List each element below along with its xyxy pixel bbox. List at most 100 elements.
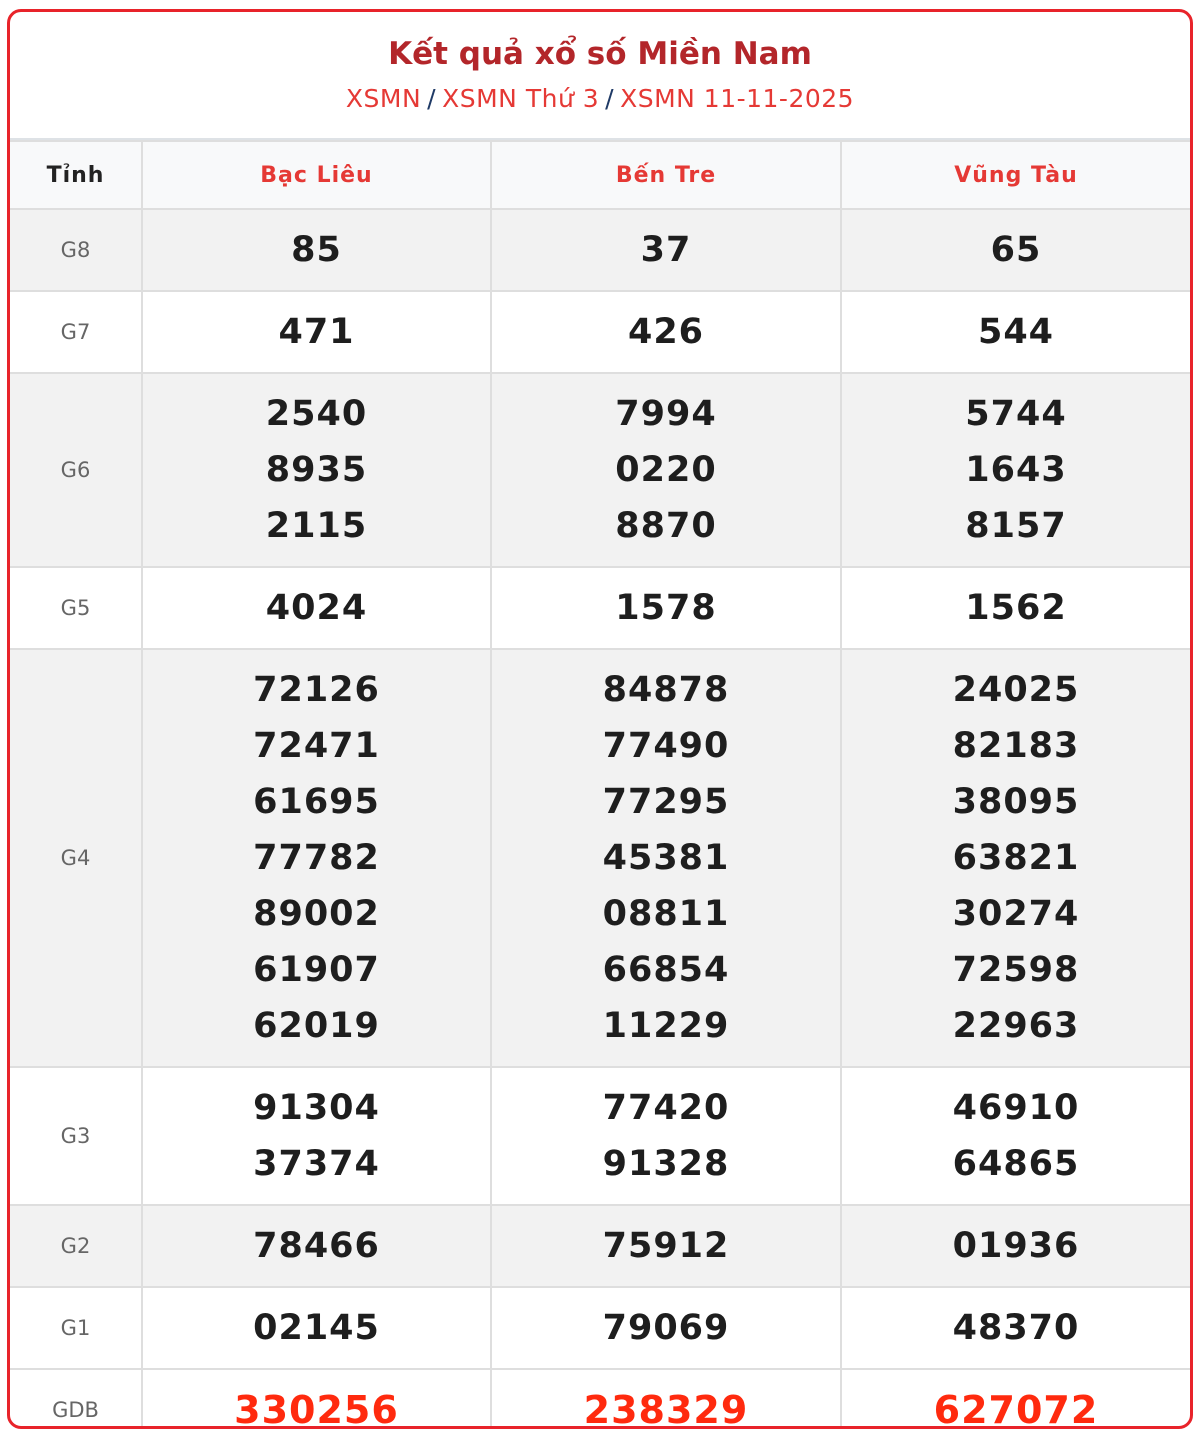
prize-label: G1 (10, 1286, 143, 1370)
prize-number: 471 (278, 312, 355, 352)
prize-number: 1578 (615, 588, 717, 628)
prize-row-g8: G8 85 37 65 (10, 208, 1190, 292)
prize-cell: 79069 (490, 1286, 842, 1370)
prize-number: 1562 (965, 588, 1067, 628)
prize-row-gdb: GDB 330256 238329 627072 (10, 1368, 1190, 1429)
prize-row-g6: G6 2540 8935 2115 7994 0220 8870 5744 1643 8157 (10, 372, 1190, 568)
prize-cell: 544 (840, 290, 1190, 374)
prize-number: 82183 (952, 726, 1080, 766)
results-table: Tỉnh Bạc Liêu Bến Tre Vũng Tàu G8 85 37 65 G… (10, 140, 1190, 1429)
prize-number: 426 (627, 312, 705, 352)
prize-number: 7994 (615, 394, 717, 434)
prize-cell: 5744 1643 8157 (840, 372, 1190, 568)
column-header-province: Tỉnh (10, 140, 143, 210)
prize-label: G3 (10, 1066, 143, 1206)
prize-label: G8 (10, 208, 143, 292)
prize-cell: 471 (141, 290, 492, 374)
page-title: Kết quả xổ số Miền Nam (388, 36, 812, 72)
prize-cell: 426 (490, 290, 842, 374)
prize-number: 77782 (253, 838, 380, 878)
prize-number: 544 (977, 312, 1055, 352)
prize-number: 0220 (615, 450, 717, 490)
prize-number: 01936 (952, 1226, 1080, 1266)
prize-row-g2: G2 78466 75912 01936 (10, 1204, 1190, 1288)
special-prize-number: 330256 (234, 1388, 399, 1429)
prize-cell: 2540 8935 2115 (141, 372, 492, 568)
prize-number: 22963 (952, 1006, 1080, 1046)
prize-row-g5: G5 4024 1578 1562 (10, 566, 1190, 650)
prize-number: 8870 (615, 506, 717, 546)
prize-number: 8157 (965, 506, 1067, 546)
prize-number: 37 (640, 230, 692, 270)
prize-cell: 01936 (840, 1204, 1190, 1288)
column-header-ben-tre: Bến Tre (490, 140, 842, 210)
prize-label: GDB (10, 1368, 143, 1426)
prize-number: 37374 (253, 1144, 380, 1184)
prize-number: 08811 (602, 894, 730, 934)
prize-number: 75912 (602, 1226, 730, 1266)
prize-cell: 65 (840, 208, 1190, 292)
prize-number: 30274 (952, 894, 1080, 934)
prize-number: 45381 (602, 838, 730, 878)
prize-number: 78466 (253, 1226, 380, 1266)
prize-number: 77295 (602, 782, 730, 822)
prize-cell: 37 (490, 208, 842, 292)
prize-number: 72126 (253, 670, 380, 710)
prize-number: 63821 (952, 838, 1080, 878)
prize-number: 89002 (253, 894, 380, 934)
prize-row-g3: G3 91304 37374 77420 91328 46910 64865 (10, 1066, 1190, 1206)
prize-number: 8935 (265, 450, 368, 490)
prize-number: 11229 (602, 1006, 730, 1046)
prize-cell: 77420 91328 (490, 1066, 842, 1206)
prize-number: 61695 (253, 782, 380, 822)
prize-cell: 75912 (490, 1204, 842, 1288)
table-header-row: Tỉnh Bạc Liêu Bến Tre Vũng Tàu (10, 140, 1190, 210)
column-header-vung-tau: Vũng Tàu (840, 140, 1190, 210)
prize-cell: 330256 (141, 1368, 492, 1429)
prize-cell: 238329 (490, 1368, 842, 1429)
prize-cell: 85 (141, 208, 492, 292)
prize-number: 77490 (602, 726, 730, 766)
prize-cell: 02145 (141, 1286, 492, 1370)
prize-cell: 627072 (840, 1368, 1190, 1429)
special-prize-number: 627072 (933, 1388, 1099, 1429)
prize-number: 84878 (602, 670, 730, 710)
prize-number: 38095 (952, 782, 1080, 822)
prize-number: 1643 (965, 450, 1067, 490)
prize-cell: 72126 72471 61695 77782 89002 61907 62019 (141, 648, 492, 1068)
prize-number: 5744 (965, 394, 1067, 434)
prize-number: 91328 (602, 1144, 730, 1184)
prize-cell: 48370 (840, 1286, 1190, 1370)
prize-label: G2 (10, 1204, 143, 1288)
special-prize-number: 238329 (583, 1388, 749, 1429)
results-body: G8 85 37 65 G7 471 426 544 G6 2540 8935 2115 7994 022… (10, 208, 1190, 1429)
prize-number: 65 (990, 230, 1042, 270)
prize-number: 72598 (952, 950, 1080, 990)
prize-cell: 24025 82183 38095 63821 30274 72598 22963 (840, 648, 1190, 1068)
prize-number: 72471 (253, 726, 380, 766)
prize-row-g1: G1 02145 79069 48370 (10, 1286, 1190, 1370)
prize-number: 46910 (952, 1088, 1080, 1128)
breadcrumb-xsmn-date[interactable]: XSMN 11-11-2025 (620, 84, 855, 113)
prize-cell: 84878 77490 77295 45381 08811 66854 11229 (490, 648, 842, 1068)
prize-label: G6 (10, 372, 143, 568)
prize-number: 4024 (265, 588, 368, 628)
prize-number: 79069 (602, 1308, 730, 1348)
column-header-bac-lieu: Bạc Liêu (141, 140, 492, 210)
prize-number: 85 (291, 230, 342, 270)
prize-cell: 1578 (490, 566, 842, 650)
breadcrumb-xsmn-thu-3[interactable]: XSMN Thứ 3 (442, 84, 600, 113)
prize-cell: 7994 0220 8870 (490, 372, 842, 568)
prize-cell: 4024 (141, 566, 492, 650)
prize-number: 24025 (952, 670, 1080, 710)
prize-number: 66854 (602, 950, 730, 990)
prize-number: 2540 (265, 394, 368, 434)
breadcrumb-xsmn[interactable]: XSMN (345, 84, 422, 113)
prize-number: 62019 (253, 1006, 380, 1046)
prize-row-g4: G4 72126 72471 61695 77782 89002 61907 62019 848… (10, 648, 1190, 1068)
prize-label: G5 (10, 566, 143, 650)
prize-label: G4 (10, 648, 143, 1068)
breadcrumb-separator: / (427, 84, 437, 113)
prize-number: 77420 (602, 1088, 730, 1128)
results-header: Kết quả xổ số Miền Nam XSMN / XSMN Thứ 3/X… (10, 12, 1190, 140)
